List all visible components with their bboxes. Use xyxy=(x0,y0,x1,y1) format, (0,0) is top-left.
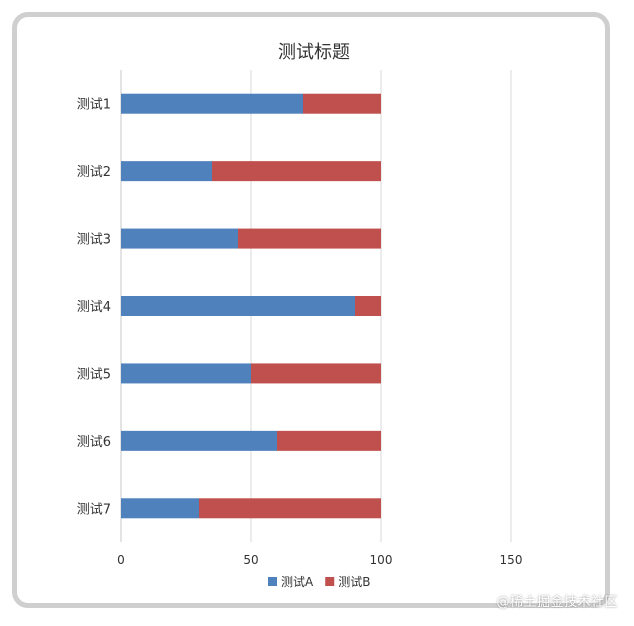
bar-segment xyxy=(355,296,381,316)
bar-segment xyxy=(121,161,212,182)
bar-segment xyxy=(212,161,381,182)
category-labels: 测试1 测试2 测试3 测试4 测试5 测试6 测试7 xyxy=(77,98,111,518)
legend-swatch xyxy=(268,577,277,586)
bar-segment xyxy=(121,498,199,519)
legend-label: 测试A xyxy=(281,574,314,589)
bar-segment xyxy=(303,93,381,114)
category-label: 测试1 xyxy=(77,98,111,113)
legend: 测试A 测试B xyxy=(268,574,370,589)
bar-segment xyxy=(121,228,238,249)
category-label: 测试7 xyxy=(77,502,111,517)
watermark: @稀土掘金技术社区 xyxy=(496,595,618,610)
bar-segment xyxy=(121,93,303,114)
bar-segment xyxy=(238,228,381,249)
category-label: 测试6 xyxy=(77,435,111,450)
bars xyxy=(121,93,381,519)
bar-segment xyxy=(121,363,251,384)
bar-segment xyxy=(251,363,381,384)
category-label: 测试3 xyxy=(77,233,111,248)
x-tick-label: 150 xyxy=(500,553,523,567)
x-tick-labels: 0 50 100 150 xyxy=(117,553,522,567)
x-tick-label: 0 xyxy=(117,553,125,567)
bar-segment xyxy=(121,430,277,451)
chart-title: 测试标题 xyxy=(278,42,350,63)
legend-label: 测试B xyxy=(338,574,370,589)
x-tick-label: 100 xyxy=(370,553,393,567)
bar-segment xyxy=(277,430,381,451)
category-label: 测试4 xyxy=(77,300,111,315)
legend-swatch xyxy=(325,577,335,586)
category-label: 测试5 xyxy=(77,367,111,382)
x-tick-label: 50 xyxy=(243,553,258,567)
bar-segment xyxy=(199,498,381,519)
bar-segment xyxy=(121,296,355,316)
category-label: 测试2 xyxy=(77,165,111,180)
